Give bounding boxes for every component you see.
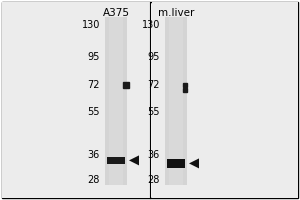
Bar [152, 2, 298, 198]
Bar [165, 17, 187, 185]
Text: 130: 130 [142, 20, 160, 30]
Polygon shape [189, 158, 199, 168]
Text: 36: 36 [88, 150, 100, 160]
Text: 130: 130 [82, 20, 100, 30]
Bar [167, 159, 185, 168]
Text: 55: 55 [148, 107, 160, 117]
Bar [2, 2, 150, 198]
Text: 55: 55 [88, 107, 100, 117]
Text: 72: 72 [148, 80, 160, 90]
Text: 28: 28 [148, 175, 160, 185]
Text: 72: 72 [88, 80, 100, 90]
Polygon shape [129, 155, 139, 165]
Text: 95: 95 [88, 52, 100, 62]
Bar [109, 17, 123, 185]
Text: 28: 28 [88, 175, 100, 185]
Bar [169, 17, 183, 185]
Bar [105, 17, 127, 185]
Bar [107, 157, 125, 164]
Text: 36: 36 [148, 150, 160, 160]
Text: 95: 95 [148, 52, 160, 62]
Text: m.liver: m.liver [158, 8, 194, 18]
Text: A375: A375 [103, 8, 130, 18]
